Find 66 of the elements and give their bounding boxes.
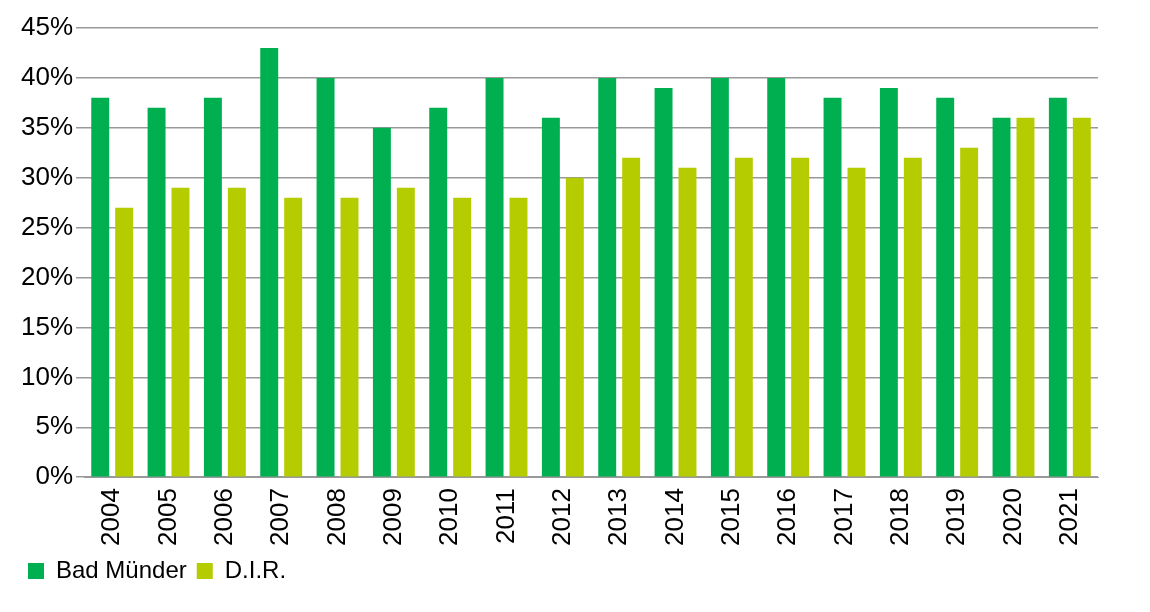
bar: [960, 147, 979, 477]
x-tick-label: 2020: [996, 488, 1027, 546]
bar: [992, 117, 1011, 477]
x-tick-label: 2007: [264, 488, 295, 546]
y-tick-label: 25%: [20, 210, 74, 241]
bar: [203, 97, 222, 477]
bar: [879, 87, 898, 477]
legend-label: Bad Münder: [56, 555, 187, 583]
bar: [396, 187, 415, 477]
bar: [598, 77, 617, 477]
x-tick-label: 2011: [489, 488, 520, 545]
y-tick-label: 45%: [20, 11, 74, 42]
bar: [284, 197, 303, 477]
x-tick-label: 2015: [715, 488, 746, 546]
x-tick-label: 2008: [320, 488, 351, 546]
bar: [429, 107, 448, 477]
bar: [654, 87, 673, 477]
x-tick-label: 2014: [658, 488, 689, 546]
y-tick-label: 10%: [20, 360, 74, 391]
y-tick-label: 0%: [35, 460, 74, 491]
bar: [678, 167, 697, 477]
x-tick-label: 2019: [940, 488, 971, 546]
x-tick-label: 2018: [884, 488, 915, 546]
x-tick-label: 2012: [546, 488, 577, 546]
bar: [1072, 117, 1091, 477]
bar: [565, 177, 584, 477]
bar: [767, 77, 786, 477]
bar: [91, 97, 110, 477]
x-tick-label: 2010: [433, 488, 464, 546]
y-tick-label: 15%: [20, 310, 74, 341]
y-tick-label: 20%: [20, 260, 74, 291]
bar: [340, 197, 359, 477]
bar: [710, 77, 729, 477]
bar: [541, 117, 560, 477]
x-tick-label: 2005: [151, 488, 182, 546]
y-tick-label: 5%: [35, 410, 74, 441]
bar: [372, 127, 391, 477]
bar: [509, 197, 528, 477]
bar: [791, 157, 810, 477]
y-tick-label: 30%: [20, 160, 74, 191]
y-tick-label: 40%: [20, 61, 74, 92]
bar: [316, 77, 335, 477]
x-tick-label: 2016: [771, 488, 802, 546]
bar: [847, 167, 866, 477]
bar: [115, 207, 134, 477]
bar: [734, 157, 753, 477]
bar: [1016, 117, 1035, 477]
bar: [227, 187, 246, 477]
bar: [1048, 97, 1067, 477]
bar: [622, 157, 641, 477]
bar: [823, 97, 842, 477]
x-tick-label: 2009: [377, 488, 408, 546]
x-tick-label: 2017: [827, 488, 858, 546]
x-tick-label: 2013: [602, 488, 633, 546]
bar: [936, 97, 955, 477]
bar: [453, 197, 472, 477]
bar: [485, 77, 504, 477]
bar: [147, 107, 166, 477]
bar: [171, 187, 190, 477]
x-tick-label: 2021: [1053, 488, 1084, 546]
bar: [260, 47, 279, 477]
bar: [903, 157, 922, 477]
x-tick-label: 2004: [95, 488, 126, 546]
y-tick-label: 35%: [20, 110, 74, 141]
x-tick-label: 2006: [208, 488, 239, 546]
legend-label: D.I.R.: [224, 555, 287, 583]
